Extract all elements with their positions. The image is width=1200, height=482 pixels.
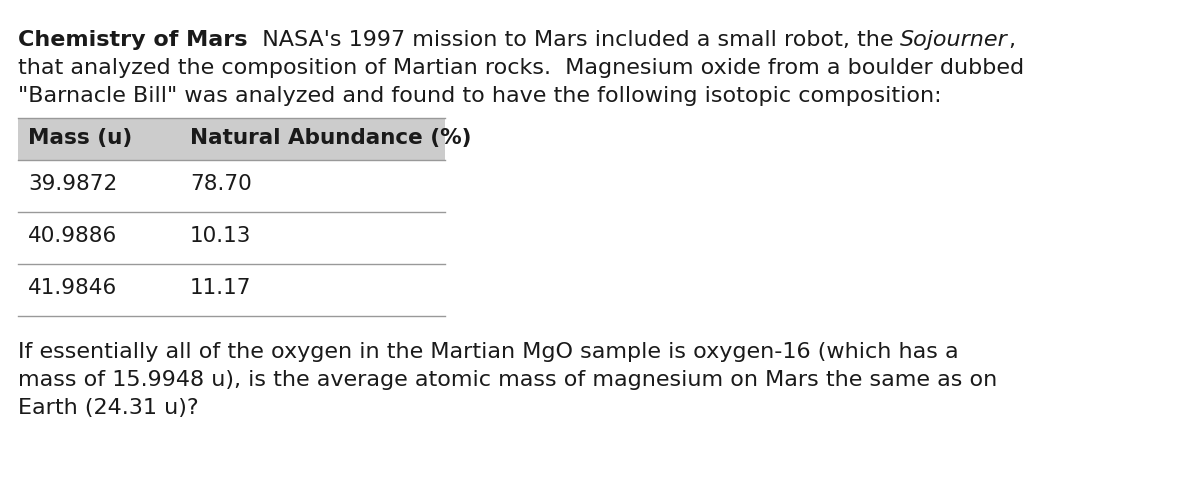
Bar xyxy=(18,118,445,160)
Text: 10.13: 10.13 xyxy=(190,226,251,246)
Text: Chemistry of Mars: Chemistry of Mars xyxy=(18,30,247,50)
Text: 40.9886: 40.9886 xyxy=(28,226,118,246)
Text: Mass (u): Mass (u) xyxy=(28,128,132,148)
Text: If essentially all of the oxygen in the Martian MgO sample is oxygen-16 (which h: If essentially all of the oxygen in the … xyxy=(18,342,959,362)
Text: 39.9872: 39.9872 xyxy=(28,174,118,194)
Text: NASA's 1997 mission to Mars included a small robot, the: NASA's 1997 mission to Mars included a s… xyxy=(247,30,900,50)
Text: 41.9846: 41.9846 xyxy=(28,278,118,298)
Text: Natural Abundance (%): Natural Abundance (%) xyxy=(190,128,472,148)
Text: 78.70: 78.70 xyxy=(190,174,252,194)
Text: 11.17: 11.17 xyxy=(190,278,252,298)
Text: Earth (24.31 u)?: Earth (24.31 u)? xyxy=(18,398,199,418)
Text: that analyzed the composition of Martian rocks.  Magnesium oxide from a boulder : that analyzed the composition of Martian… xyxy=(18,58,1024,78)
Text: ,: , xyxy=(1008,30,1015,50)
Text: "Barnacle Bill" was analyzed and found to have the following isotopic compositio: "Barnacle Bill" was analyzed and found t… xyxy=(18,86,942,106)
Text: mass of 15.9948 u), is the average atomic mass of magnesium on Mars the same as : mass of 15.9948 u), is the average atomi… xyxy=(18,370,997,390)
Text: Sojourner: Sojourner xyxy=(900,30,1008,50)
